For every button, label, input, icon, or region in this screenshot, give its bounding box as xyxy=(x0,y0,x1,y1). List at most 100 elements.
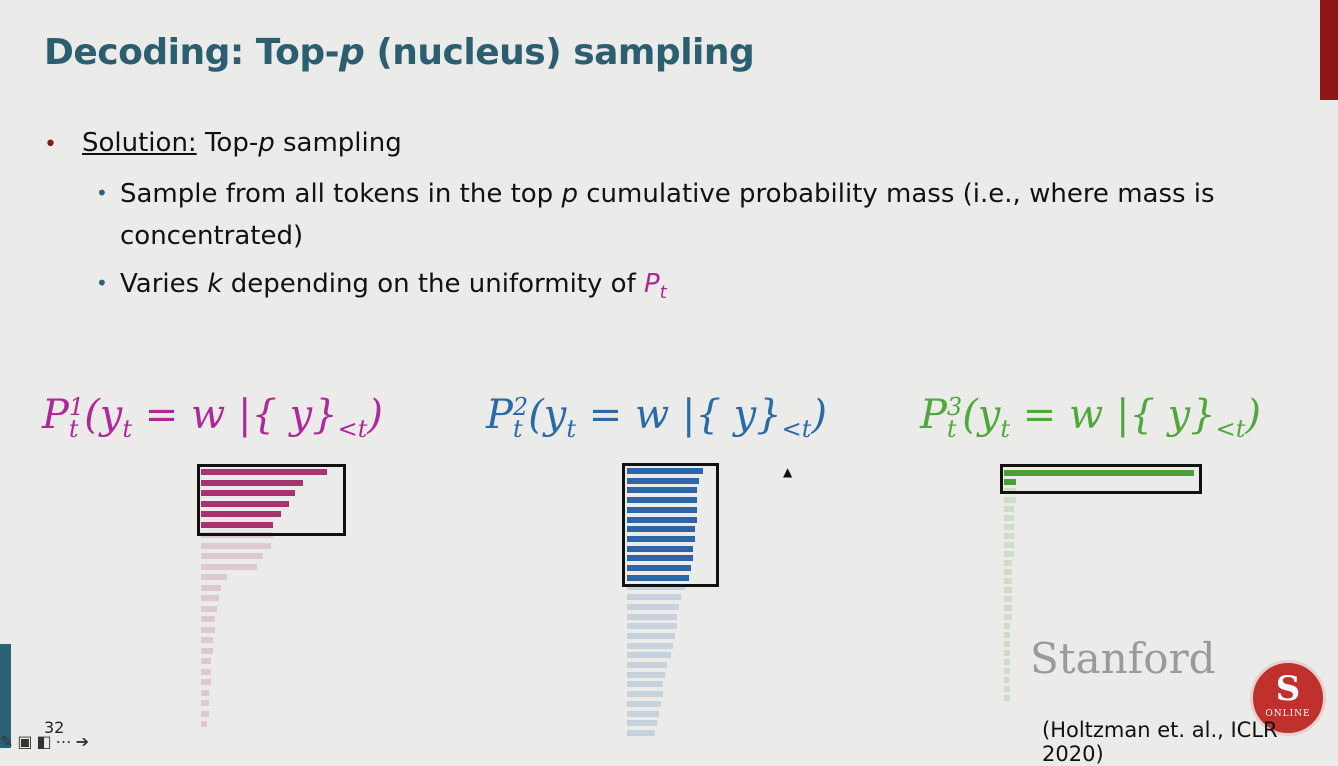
probability-bar xyxy=(1004,524,1014,530)
probability-bar xyxy=(1004,515,1014,521)
probability-bar xyxy=(201,500,289,507)
probability-bar xyxy=(201,605,217,612)
mute-icon[interactable]: ◧ xyxy=(36,732,56,751)
probability-bar xyxy=(201,511,281,517)
probability-bar xyxy=(627,594,681,601)
probability-bar xyxy=(1004,641,1010,647)
probability-bar xyxy=(627,516,697,523)
probability-bar xyxy=(201,710,209,717)
probability-bar xyxy=(627,681,663,688)
probability-bar xyxy=(1004,668,1010,674)
probability-bar xyxy=(627,691,663,698)
probability-bar xyxy=(201,584,221,591)
probability-bar xyxy=(627,700,661,707)
probability-bar xyxy=(627,671,665,678)
probability-bar xyxy=(201,721,207,727)
probability-bar xyxy=(627,497,697,504)
probability-bar xyxy=(201,469,327,475)
slide-title: Decoding: Top-p (nucleus) sampling xyxy=(44,32,755,73)
probability-bar xyxy=(627,652,671,659)
probability-bar xyxy=(1004,551,1014,557)
probability-bar xyxy=(201,521,273,528)
probability-bar xyxy=(1004,650,1010,656)
probability-bar xyxy=(1004,659,1010,665)
probability-bar xyxy=(1004,695,1010,701)
probability-bar xyxy=(201,479,303,486)
probability-bar xyxy=(627,526,695,533)
probability-bar xyxy=(1004,632,1010,638)
probability-bar xyxy=(201,637,213,643)
player-toolbar[interactable]: ✎▣◧⋯➔ xyxy=(0,732,93,751)
next-icon[interactable]: ➔ xyxy=(75,732,94,751)
probability-bar xyxy=(1004,470,1194,476)
probability-bar xyxy=(1004,506,1014,512)
probability-bar xyxy=(627,603,679,610)
probability-bar xyxy=(1004,560,1012,566)
formula-dist-1: P 1 t (yt = w |{ y}<t) xyxy=(42,392,384,443)
probability-bar xyxy=(627,574,689,581)
stanford-online-seal-icon: S ONLINE xyxy=(1250,660,1326,736)
formula-dist-3: P 3 t (yt = w |{ y}<t) xyxy=(920,392,1262,443)
probability-bar xyxy=(1004,623,1010,629)
probability-bar xyxy=(201,658,211,664)
probability-bar xyxy=(201,616,215,622)
page-number: 32 xyxy=(44,718,65,737)
probability-bar xyxy=(201,647,213,654)
mouse-cursor-icon: ▲ xyxy=(783,465,793,479)
probability-bar xyxy=(1004,596,1012,602)
stanford-wordmark: Stanford xyxy=(1030,634,1216,683)
probability-bar xyxy=(201,574,227,580)
cc-icon[interactable]: ▣ xyxy=(17,732,37,751)
probability-bar xyxy=(1004,542,1014,548)
probability-bar xyxy=(627,642,673,649)
probability-bar xyxy=(1004,677,1010,683)
probability-bar xyxy=(1004,569,1012,575)
probability-bar xyxy=(1004,587,1012,593)
probability-bar xyxy=(627,623,677,630)
probability-bar xyxy=(1004,686,1010,692)
sub-bullet-varies: • Varies k depending on the uniformity of… xyxy=(96,269,667,304)
probability-bar xyxy=(201,595,219,601)
probability-bar xyxy=(627,565,691,571)
probability-bar xyxy=(1004,497,1016,503)
top-p-box-3 xyxy=(1000,464,1202,494)
formula-dist-2: P 2 t (yt = w |{ y}<t) xyxy=(486,392,828,443)
probability-bar xyxy=(627,720,657,727)
top-p-box-1 xyxy=(197,464,346,536)
probability-bar xyxy=(201,668,211,675)
probability-bar xyxy=(627,662,667,668)
citation: (Holtzman et. al., ICLR 2020) xyxy=(1042,718,1278,766)
probability-bar xyxy=(201,679,211,685)
bullet-dot: • xyxy=(44,132,57,157)
probability-bar xyxy=(1004,533,1014,539)
probability-bar xyxy=(1004,605,1012,611)
probability-bar xyxy=(201,490,295,496)
probability-bar xyxy=(627,487,697,494)
probability-bar xyxy=(627,468,703,474)
probability-bar xyxy=(1004,479,1016,485)
probability-bar xyxy=(1004,614,1012,620)
probability-bar xyxy=(201,689,209,696)
probability-bar xyxy=(627,729,655,736)
probability-bar xyxy=(201,553,263,559)
sub-bullet-sample: • Sample from all tokens in the top p cum… xyxy=(96,179,1215,251)
pen-icon[interactable]: ✎ xyxy=(0,732,18,751)
probability-bar xyxy=(627,584,685,591)
probability-bar xyxy=(1004,578,1012,584)
probability-bar xyxy=(627,545,693,552)
probability-bar xyxy=(627,710,659,717)
probability-bar xyxy=(201,542,271,549)
probability-bar xyxy=(627,613,677,620)
top-p-box-2 xyxy=(622,463,719,587)
probability-bar xyxy=(627,555,693,562)
probability-bar xyxy=(201,563,257,570)
probability-bar xyxy=(627,535,695,542)
probability-bar xyxy=(627,477,699,484)
right-accent-bar xyxy=(1320,0,1338,100)
bullet-solution: • Solution: Top-p sampling xyxy=(44,128,402,158)
probability-bar xyxy=(627,506,697,513)
probability-bar xyxy=(627,632,675,639)
more-icon[interactable]: ⋯ xyxy=(55,732,76,751)
left-accent-bar xyxy=(0,644,11,748)
probability-bar xyxy=(201,626,215,633)
